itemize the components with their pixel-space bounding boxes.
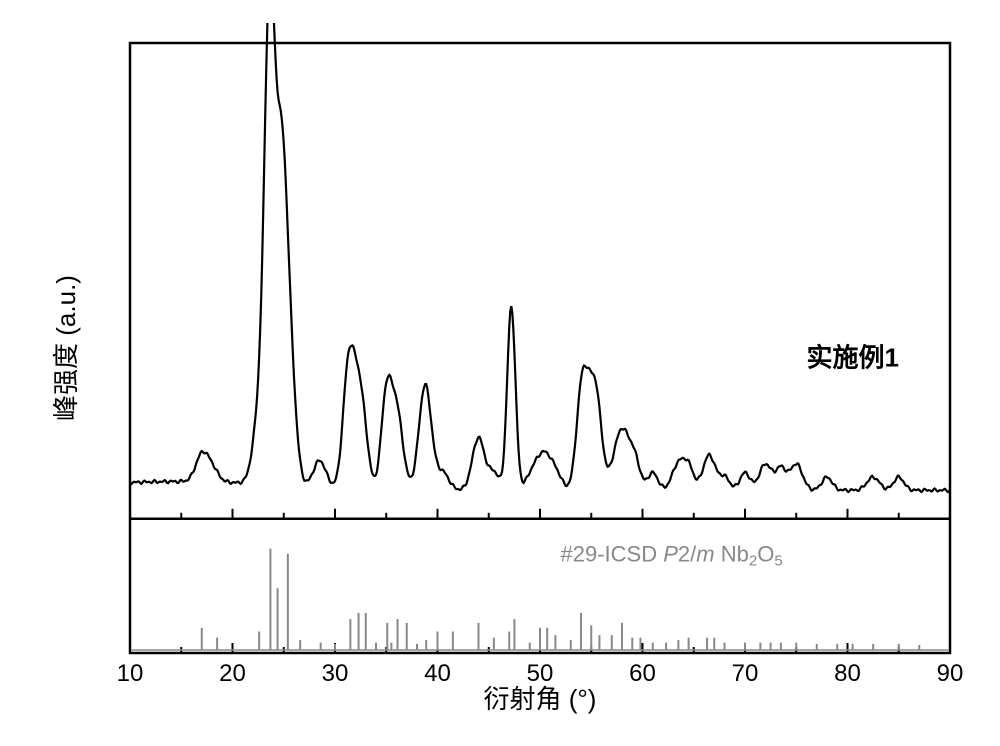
x-tick-label: 60 (629, 660, 656, 687)
x-tick-label: 90 (937, 660, 964, 687)
top-pattern-curve (130, 23, 950, 492)
xrd-chart-svg: 峰强度 (a.u.) 衍射角 (°) 10 20 30 40 50 60 70 80 90 实施例1 #… (30, 23, 970, 723)
x-tick-label: 70 (732, 660, 759, 687)
x-tick-label: 80 (834, 660, 861, 687)
y-axis-label: 峰强度 (a.u.) (51, 275, 81, 421)
x-axis-label: 衍射角 (°) (484, 684, 597, 714)
x-tick-label: 30 (322, 660, 349, 687)
top-pattern-label: 实施例1 (807, 343, 899, 373)
x-tick-label: 50 (527, 660, 554, 687)
ref-pattern-label: #29-ICSD P2/m Nb2O5 (561, 542, 783, 570)
x-tick-label: 10 (117, 660, 144, 687)
xrd-chart-container: 峰强度 (a.u.) 衍射角 (°) 10 20 30 40 50 60 70 80 90 实施例1 #… (30, 23, 970, 723)
x-tick-label: 20 (219, 660, 246, 687)
x-tick-label: 40 (424, 660, 451, 687)
